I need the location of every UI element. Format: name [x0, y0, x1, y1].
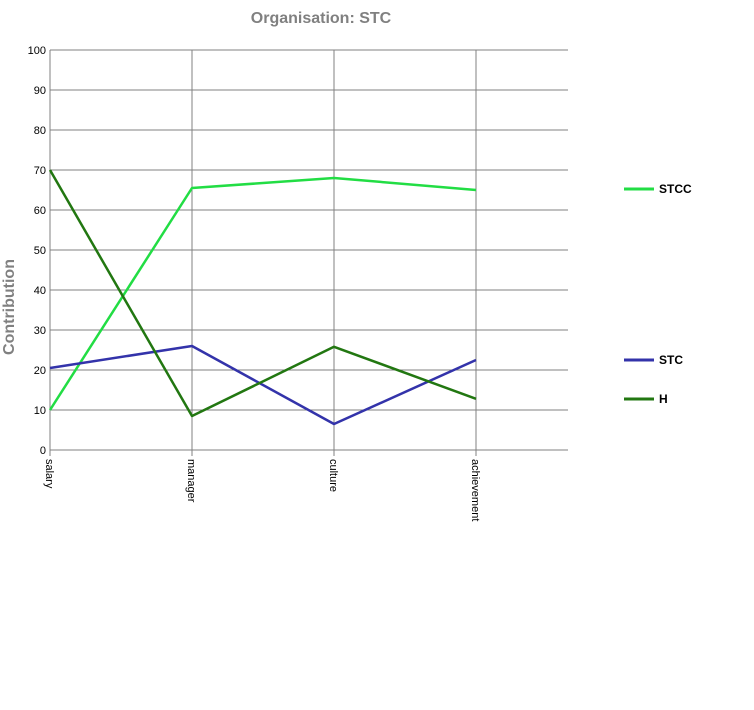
legend-label-h: H: [659, 392, 668, 406]
y-tick-label-10: 10: [34, 405, 46, 417]
y-gridlines: [50, 49, 568, 451]
x-gridlines: [49, 50, 477, 456]
y-tick-label-90: 90: [34, 85, 46, 97]
legend-label-stcc: STCC: [659, 182, 692, 196]
y-tick-label-60: 60: [34, 205, 46, 217]
y-tick-label-80: 80: [34, 125, 46, 137]
series-line-stc: [49, 344, 477, 426]
series-lines: [48, 169, 477, 426]
y-tick-label-0: 0: [40, 445, 46, 457]
y-tick-label-30: 30: [34, 325, 46, 337]
y-tick-labels: 0 10 20 30 40 50 60 70 80 90 100: [28, 45, 46, 457]
legend: STCC STC H: [624, 182, 692, 406]
y-tick-label-50: 50: [34, 245, 46, 257]
y-tick-label-40: 40: [34, 285, 46, 297]
series-line-stcc: [48, 176, 477, 411]
x-tick-label-culture: culture: [327, 459, 339, 492]
y-tick-label-20: 20: [34, 365, 46, 377]
series-line-h: [48, 169, 477, 418]
x-tick-label-manager: manager: [185, 459, 197, 503]
y-axis-label: Contribution: [1, 259, 18, 355]
legend-label-stc: STC: [659, 353, 683, 367]
chart-title: Organisation: STC: [251, 10, 392, 27]
x-tick-label-achievement: achievement: [469, 459, 481, 521]
y-tick-label-70: 70: [34, 165, 46, 177]
x-tick-labels: salary manager culture achievement: [43, 459, 481, 521]
x-tick-label-salary: salary: [43, 459, 55, 489]
y-tick-label-100: 100: [28, 45, 46, 57]
